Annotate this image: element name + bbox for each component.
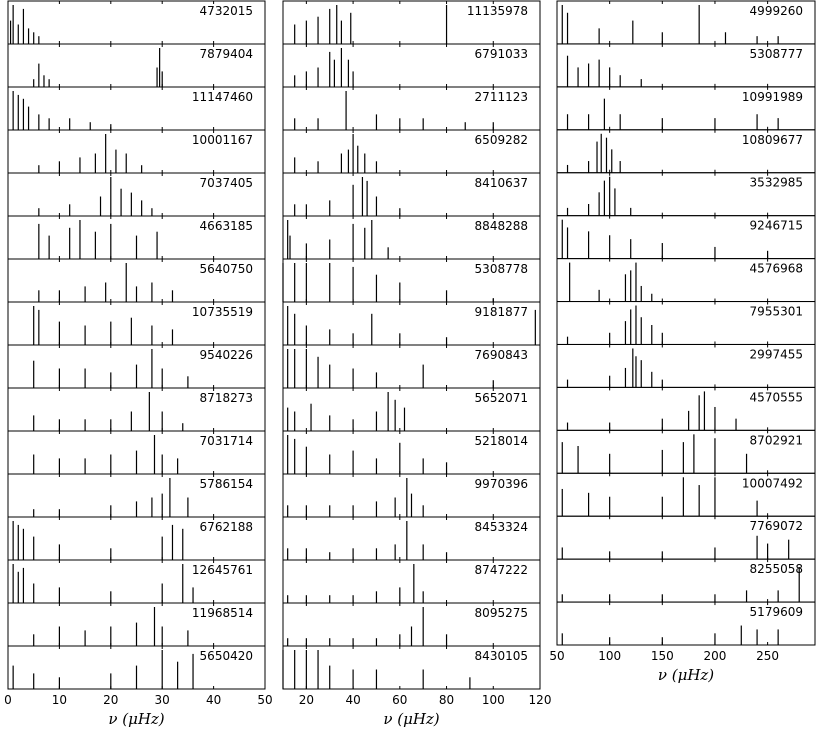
- panel-label: 4576968: [750, 262, 803, 276]
- panel-label: 6509282: [475, 133, 528, 147]
- x-tick-label: 120: [529, 693, 552, 707]
- x-tick-label: 60: [392, 693, 407, 707]
- x-tick-label: 40: [345, 693, 360, 707]
- x-tick-label: 250: [756, 649, 779, 663]
- panel-label: 4999260: [750, 4, 803, 18]
- panel-label: 7879404: [200, 47, 253, 61]
- panel-label: 10001167: [192, 133, 253, 147]
- panel-label: 7037405: [200, 176, 253, 190]
- panel-label: 9970396: [475, 477, 528, 491]
- panel-label: 5308777: [750, 47, 803, 61]
- panel-label: 8702921: [750, 433, 803, 447]
- x-tick-label: 200: [704, 649, 727, 663]
- panel-label: 5308778: [475, 262, 528, 276]
- x-axis-label: ν (μHz): [383, 710, 439, 728]
- panel-label: 10007492: [742, 476, 803, 490]
- panel-label: 5786154: [200, 477, 253, 491]
- panel-label: 8255058: [750, 562, 803, 576]
- x-tick-label: 30: [155, 693, 170, 707]
- x-tick-label: 0: [4, 693, 12, 707]
- panel-label: 4663185: [200, 219, 253, 233]
- x-axis-label: ν (μHz): [658, 666, 714, 684]
- panel-label: 12645761: [192, 563, 253, 577]
- panel-label: 5179609: [750, 605, 803, 619]
- panel-label: 8718273: [200, 391, 253, 405]
- x-tick-label: 80: [439, 693, 454, 707]
- x-tick-label: 10: [52, 693, 67, 707]
- panel-label: 8095275: [475, 606, 528, 620]
- panel-frame: [556, 601, 816, 646]
- panel-label: 5650420: [200, 649, 253, 663]
- x-tick-label: 100: [598, 649, 621, 663]
- panel-label: 6791033: [475, 47, 528, 61]
- panel-label: 4732015: [200, 4, 253, 18]
- panel-label: 11968514: [192, 606, 253, 620]
- x-tick-label: 50: [549, 649, 564, 663]
- panel-label: 11135978: [467, 4, 528, 18]
- x-tick-label: 100: [482, 693, 505, 707]
- x-tick-label: 20: [103, 693, 118, 707]
- panel-label: 5218014: [475, 434, 528, 448]
- panel-label: 7031714: [200, 434, 253, 448]
- panel-label: 7690843: [475, 348, 528, 362]
- panel-label: 9246715: [750, 219, 803, 233]
- panel-label: 8410637: [475, 176, 528, 190]
- panel-label: 8430105: [475, 649, 528, 663]
- panel-label: 8747222: [475, 563, 528, 577]
- panel-label: 9181877: [475, 305, 528, 319]
- panel-label: 10735519: [192, 305, 253, 319]
- panel-label: 3532985: [750, 176, 803, 190]
- panel-label: 7769072: [750, 519, 803, 533]
- panel-label: 8848288: [475, 219, 528, 233]
- panel-label: 2997455: [750, 347, 803, 361]
- x-tick-label: 50: [257, 693, 272, 707]
- panel-label: 5640750: [200, 262, 253, 276]
- panel-label: 7955301: [750, 305, 803, 319]
- panel-label: 11147460: [192, 90, 253, 104]
- panel-label: 8453324: [475, 520, 528, 534]
- x-axis-label: ν (μHz): [108, 710, 164, 728]
- panel-label: 10809677: [742, 133, 803, 147]
- panel-label: 2711123: [475, 90, 528, 104]
- panel-label: 10991989: [742, 90, 803, 104]
- x-tick-label: 40: [206, 693, 221, 707]
- panel-label: 6762188: [200, 520, 253, 534]
- x-tick-label: 150: [651, 649, 674, 663]
- x-tick-label: 20: [299, 693, 314, 707]
- panel-label: 4570555: [750, 390, 803, 404]
- panel-label: 5652071: [475, 391, 528, 405]
- panel-label: 9540226: [200, 348, 253, 362]
